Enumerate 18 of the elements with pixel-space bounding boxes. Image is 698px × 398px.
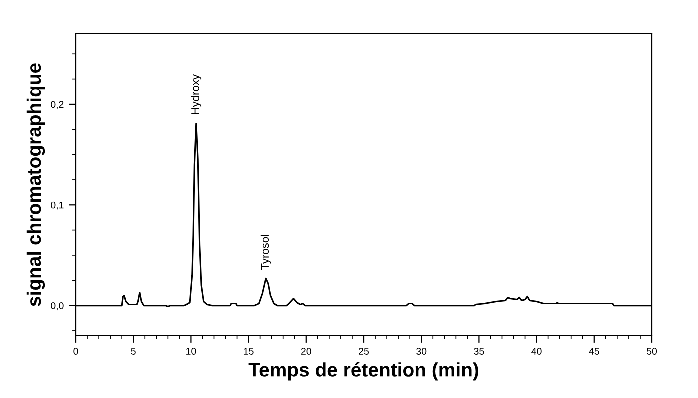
x-tick-label: 25 — [359, 348, 369, 355]
x-axis-title: Temps de rétention (min) — [248, 362, 478, 381]
x-tick-label: 20 — [301, 348, 312, 355]
y-tick-label: 0,2 — [51, 101, 64, 110]
y-axis-title: signal chromatographique — [26, 64, 46, 306]
x-tick-label: 5 — [131, 348, 136, 355]
annotation: Hydroxy — [191, 74, 202, 114]
x-tick-label: 45 — [589, 348, 600, 355]
x-tick-label: 40 — [532, 348, 542, 355]
x-tick-label: 35 — [474, 348, 484, 355]
annotation: Tyrosol — [260, 235, 272, 270]
y-tick-label: 0,1 — [51, 202, 64, 210]
x-tick-label: 0 — [74, 348, 78, 355]
x-tick-label: 50 — [646, 348, 658, 355]
x-tick-label: 15 — [244, 348, 254, 355]
x-tick-label: 10 — [186, 348, 196, 355]
y-tick-label: 0,0 — [51, 302, 64, 311]
x-tick-label: 30 — [416, 348, 427, 355]
